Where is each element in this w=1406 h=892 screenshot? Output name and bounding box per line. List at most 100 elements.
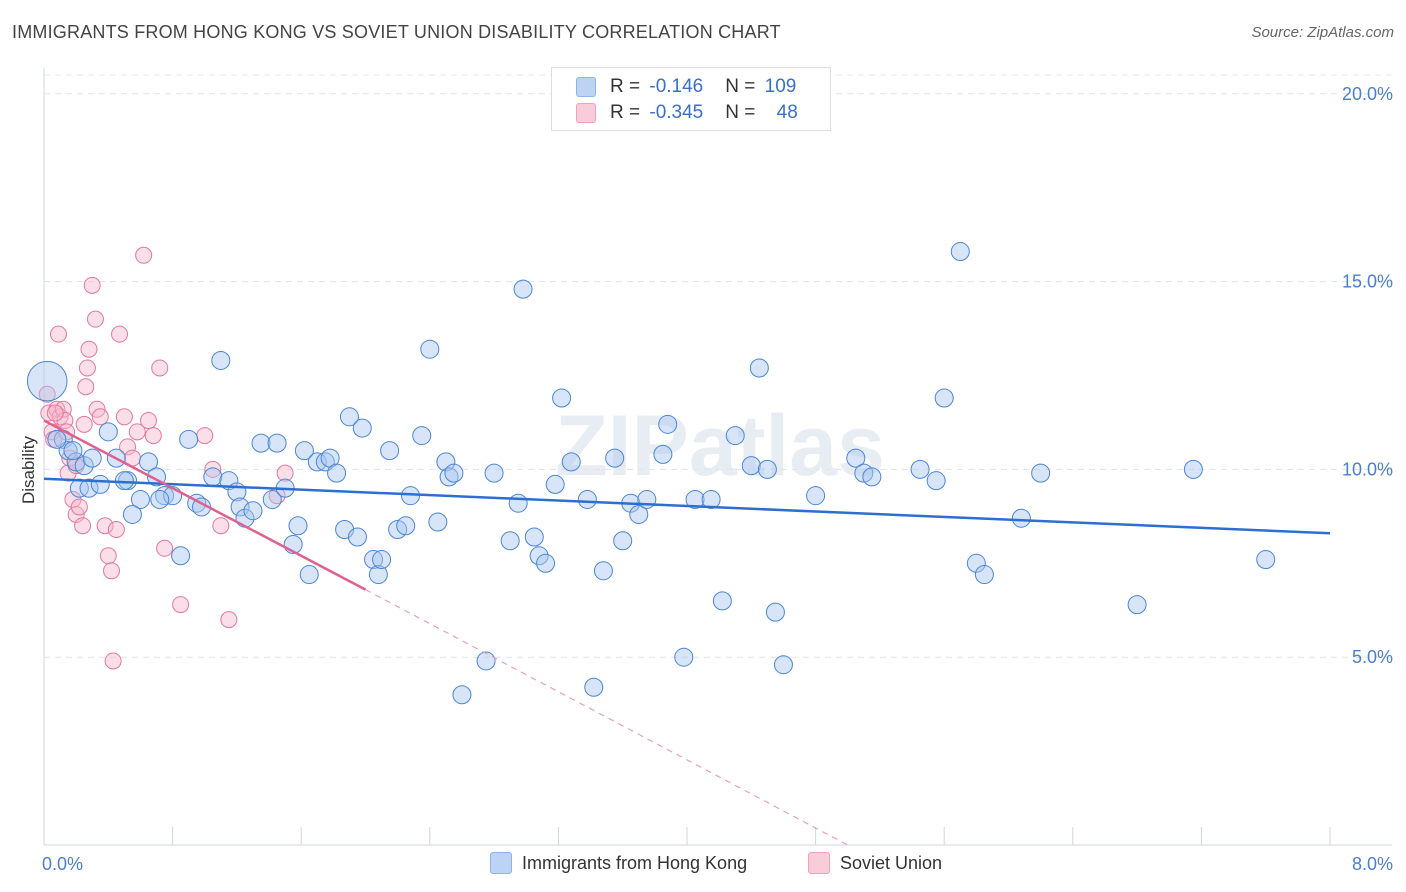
hong-kong-point (1011, 508, 1031, 528)
legend-r-value: -0.146 (649, 76, 704, 97)
hong-kong-point (262, 489, 282, 509)
hong-kong-point (1183, 459, 1203, 479)
hong-kong-point (950, 242, 970, 262)
y-tick-label: 5.0% (1352, 647, 1393, 667)
hong-kong-point (966, 553, 986, 573)
soviet-union-point (49, 325, 67, 343)
soviet-union-point (128, 423, 146, 441)
legend-swatch-hong-kong (576, 77, 596, 97)
hong-kong-point (584, 677, 604, 697)
hong-kong-point (674, 647, 694, 667)
soviet-union-point (103, 562, 121, 580)
hong-kong-point (613, 531, 633, 551)
hong-kong-point (452, 685, 472, 705)
hong-kong-point (130, 489, 150, 509)
axes (43, 68, 1392, 846)
hong-kong-point (138, 452, 158, 472)
bottom-legend-swatch-soviet-union (808, 852, 830, 874)
legend-r-label: R = (610, 102, 646, 123)
hong-kong-point (484, 463, 504, 483)
hong-kong-point (307, 452, 327, 472)
hong-kong-point (79, 478, 99, 498)
hong-kong-point (380, 441, 400, 461)
soviet-union-point (276, 464, 294, 482)
hong-kong-point (420, 339, 440, 359)
hong-kong-point (765, 602, 785, 622)
soviet-union-point (104, 652, 122, 670)
hong-kong-point (150, 489, 170, 509)
soviet-union-point (46, 404, 64, 422)
hong-kong-point (26, 360, 68, 402)
hong-kong-point (114, 471, 134, 491)
hong-kong-point (74, 456, 94, 476)
soviet-union-point (204, 460, 222, 478)
hong-kong-point (605, 448, 625, 468)
soviet-union-point (75, 415, 93, 433)
hong-kong-point (372, 550, 392, 570)
legend-n-label: N = (725, 76, 761, 97)
hong-kong-point (219, 471, 239, 491)
hong-kong-point (98, 422, 118, 442)
bottom-legend-swatch-hong-kong (490, 852, 512, 874)
soviet-union-point (70, 498, 88, 516)
soviet-union-trend-extension (365, 589, 849, 846)
hong-kong-point (339, 407, 359, 427)
hong-kong-point (352, 418, 372, 438)
hong-kong-point (299, 565, 319, 585)
hong-kong-point (47, 429, 67, 449)
hong-kong-point (712, 591, 732, 611)
hong-kong-point (82, 448, 102, 468)
series-soviet-union (38, 246, 294, 670)
watermark: ZIPatlas (555, 398, 885, 494)
series-hong-kong (26, 242, 1276, 705)
soviet-union-point (74, 517, 92, 535)
hong-kong-point (773, 655, 793, 675)
hong-kong-point (653, 444, 673, 464)
hong-kong-point (1031, 463, 1051, 483)
soviet-union-point (99, 547, 117, 565)
y-axis-label: Disability (19, 435, 38, 504)
hong-kong-point (396, 516, 416, 536)
hong-kong-point (476, 651, 496, 671)
soviet-union-point (212, 517, 230, 535)
hong-kong-point (524, 527, 544, 547)
hong-kong-point (910, 459, 930, 479)
soviet-union-point (77, 378, 95, 396)
hong-kong-point (725, 426, 745, 446)
hong-kong-point (500, 531, 520, 551)
hong-kong-point (536, 553, 556, 573)
hong-kong-point (368, 565, 388, 585)
hong-kong-point (846, 448, 866, 468)
hong-kong-point (658, 414, 678, 434)
hong-kong-point (1256, 550, 1276, 570)
chart-title: IMMIGRANTS FROM HONG KONG VS SOVIET UNIO… (12, 22, 781, 42)
legend-n-label: N = (725, 102, 761, 123)
legend-n-value: 48 (776, 102, 798, 123)
soviet-union-point (78, 359, 96, 377)
bottom-legend-label-soviet-union: Soviet Union (840, 852, 943, 873)
soviet-union-point (172, 596, 190, 614)
trend-lines (43, 419, 1331, 846)
soviet-union-point (139, 412, 157, 430)
soviet-union-point (144, 427, 162, 445)
x-tick-label: 8.0% (1352, 854, 1393, 874)
soviet-union-point (83, 276, 101, 294)
soviet-union-point (220, 611, 238, 629)
source-label: Source: ZipAtlas.com (1251, 24, 1394, 41)
hong-kong-point (436, 452, 456, 472)
soviet-union-point (96, 517, 114, 535)
soviet-union-point (40, 404, 58, 422)
legend-row-hong-kong: R = -0.146 N = 109 (576, 74, 796, 100)
soviet-union-point (91, 408, 109, 426)
hong-kong-point (171, 546, 191, 566)
soviet-union-point (135, 246, 153, 264)
hong-kong-point (211, 350, 231, 370)
hong-kong-point (757, 459, 777, 479)
hong-kong-point (545, 474, 565, 494)
hong-kong-point (444, 463, 464, 483)
hong-kong-point (934, 388, 954, 408)
soviet-union-point (156, 539, 174, 557)
hong-kong-point (749, 358, 769, 378)
hong-kong-point (561, 452, 581, 472)
bottom-legend-label-hong-kong: Immigrants from Hong Kong (522, 852, 748, 873)
